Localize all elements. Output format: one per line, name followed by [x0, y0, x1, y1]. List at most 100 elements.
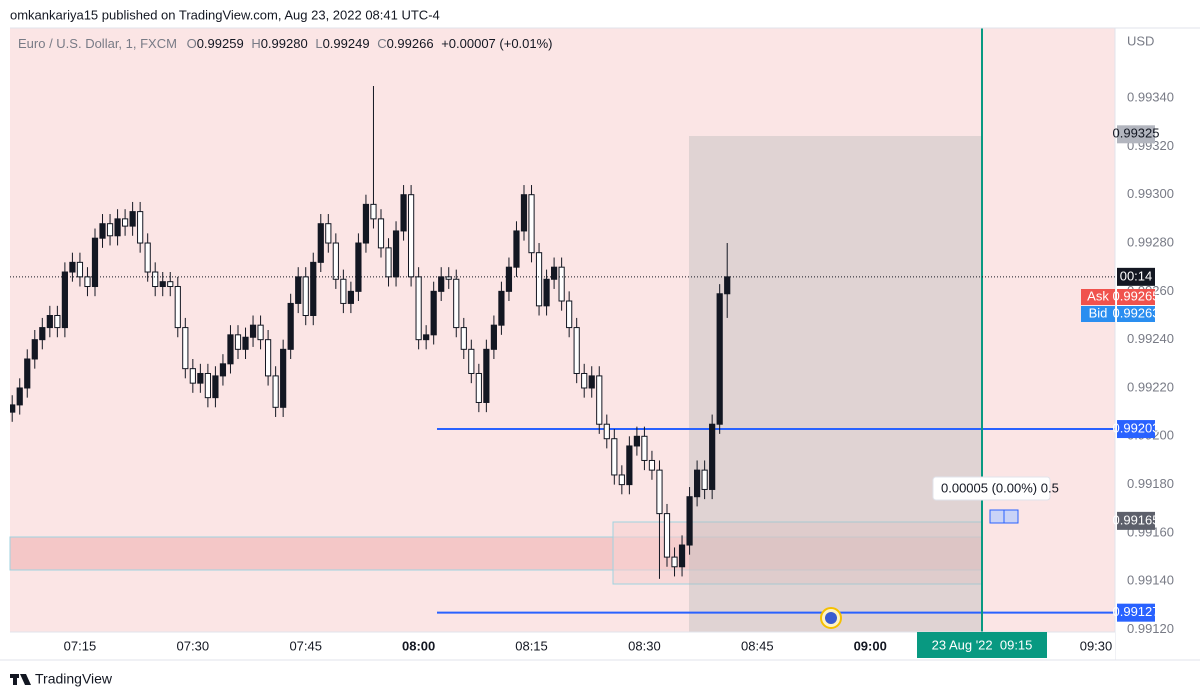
countdown: 00:14 [1120, 268, 1153, 283]
change: +0.00007 (+0.01%) [441, 36, 552, 51]
legend: Euro / U.S. Dollar, 1, FXCM O0.99259 H0.… [18, 36, 553, 51]
y-tick-label: 0.99240 [1127, 331, 1174, 346]
candle-body [709, 423, 716, 490]
candle-body [287, 302, 294, 350]
candle-body [189, 368, 196, 384]
candle-body [227, 334, 234, 365]
x-tick-label: 07:15 [64, 638, 97, 653]
candle-body [234, 334, 242, 350]
candle-body [159, 281, 166, 288]
price-label: 0.99203 [1113, 420, 1160, 435]
candle-body [212, 375, 219, 399]
l-value: 0.99249 [323, 36, 370, 51]
x-tick-label: 08:00 [402, 638, 435, 653]
candle-body [114, 218, 121, 237]
candle-body [385, 247, 392, 278]
candle-body [588, 375, 595, 389]
candles [10, 85, 731, 579]
x-tick-label: 07:45 [289, 638, 322, 653]
candle-body [701, 469, 708, 490]
candle-body [106, 223, 114, 237]
candle-body [392, 230, 400, 278]
currency: USD [1127, 33, 1154, 48]
footer-brand: TradingView [35, 671, 113, 687]
candle-body [302, 276, 309, 317]
price-label: 0.99325 [1113, 126, 1160, 141]
price-label-box [1117, 603, 1155, 622]
measure-icon [989, 509, 1019, 524]
tooltip: 0.00005 (0.00%) 0.5 [941, 480, 1059, 495]
candle-body [317, 223, 324, 263]
cursor-time: 23 Aug '22 09:15 [932, 637, 1033, 652]
ask-value: 0.99265 [1113, 288, 1160, 303]
candle-body [596, 375, 603, 425]
candle-body [633, 435, 640, 447]
candle-body [483, 348, 490, 403]
candle-body [24, 358, 31, 389]
candle-body [656, 469, 663, 515]
y-tick-label: 0.99140 [1127, 573, 1174, 588]
candle-body [498, 290, 505, 326]
x-tick-label: 08:45 [741, 638, 774, 653]
candle-body [551, 266, 558, 280]
candle-body [280, 348, 287, 408]
candle-body [46, 315, 53, 329]
bid-tag-box [1081, 306, 1115, 322]
candle-body [460, 327, 467, 350]
candle-body [61, 271, 68, 329]
candle-body [528, 194, 535, 254]
y-tick-label: 0.99180 [1127, 476, 1174, 491]
candle-body [611, 438, 618, 476]
y-tick-label: 0.99280 [1127, 234, 1174, 249]
candle-body [91, 237, 99, 288]
candle-body [663, 513, 671, 558]
candle-body [558, 266, 565, 302]
ask-tag-box [1081, 289, 1115, 305]
candle-body [513, 230, 520, 268]
candle-body [197, 372, 204, 384]
candle-body [325, 223, 332, 244]
candle-body [264, 339, 272, 377]
candle-body [377, 218, 385, 249]
candle-body [603, 423, 610, 440]
candle-body [347, 290, 354, 304]
y-tick-label: 0.99120 [1127, 621, 1174, 636]
candle-body [10, 404, 16, 413]
candle-body [573, 327, 580, 374]
candle-body [490, 324, 497, 350]
candle-body [407, 194, 415, 278]
candle-body [137, 211, 144, 244]
candle-body [678, 544, 686, 568]
candle-body [724, 276, 731, 295]
symbol: Euro / U.S. Dollar, 1, FXCM [18, 36, 177, 51]
candle-body [182, 327, 189, 370]
candle-body [370, 203, 377, 220]
countdown-box [1117, 267, 1155, 286]
bid-value-box [1117, 306, 1155, 322]
publisher-line: omkankariya15 published on TradingView.c… [10, 7, 440, 22]
candle-body [415, 276, 422, 341]
c-tag: C [377, 36, 386, 51]
x-tick-label: 09:00 [854, 638, 887, 653]
candle-body [144, 242, 151, 273]
candle-body [332, 242, 339, 280]
candle-body [257, 324, 264, 341]
candle-body [694, 469, 701, 498]
candle-body [423, 334, 430, 341]
candle-body [219, 363, 227, 377]
candle-body [543, 278, 550, 307]
candle-body [204, 372, 211, 399]
y-tick-label: 0.99340 [1127, 90, 1174, 105]
position-box [689, 136, 982, 632]
footer: TradingView [10, 671, 113, 687]
candle-body [716, 293, 723, 425]
candle-body [295, 276, 302, 304]
candle-body [39, 327, 46, 341]
zones [9, 136, 983, 632]
price-label-box [1117, 420, 1155, 439]
candle-body [242, 336, 249, 350]
x-tick-label: 08:30 [628, 638, 661, 653]
price-label-box [1117, 511, 1155, 530]
candle-body [340, 278, 347, 304]
